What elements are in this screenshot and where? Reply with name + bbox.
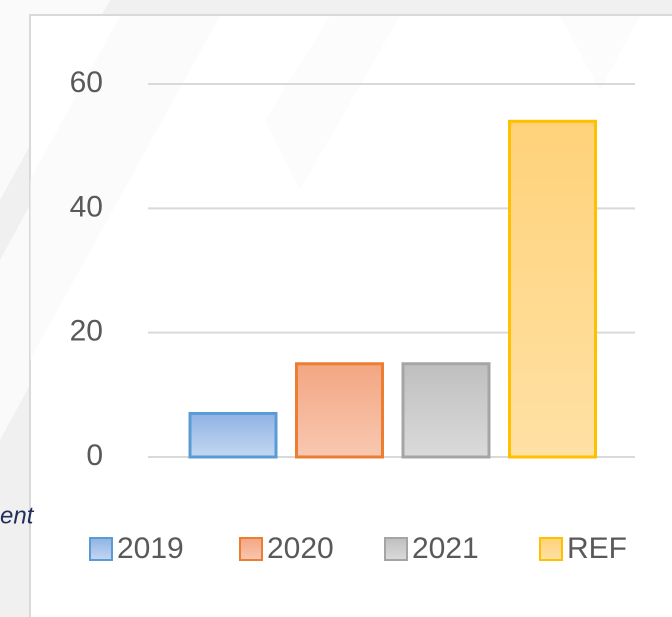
legend-swatch [239, 537, 263, 561]
y-tick-label: 0 [86, 439, 103, 472]
bar [295, 362, 384, 459]
legend-label: REF [567, 532, 627, 565]
annotation: ent [0, 502, 35, 529]
legend-swatch [89, 537, 113, 561]
legend-label: 2019 [117, 532, 184, 565]
y-tick-label: 20 [70, 315, 103, 348]
legend-label: 2021 [412, 532, 479, 565]
bar [508, 119, 597, 459]
legend-label: 2020 [267, 532, 334, 565]
watermark-stripes [30, 16, 640, 360]
legend-swatch [384, 537, 408, 561]
bar [401, 362, 491, 459]
legend-swatch [539, 537, 563, 561]
y-tick-label: 60 [70, 66, 103, 99]
bar [188, 411, 278, 459]
y-tick-label: 40 [70, 190, 103, 223]
